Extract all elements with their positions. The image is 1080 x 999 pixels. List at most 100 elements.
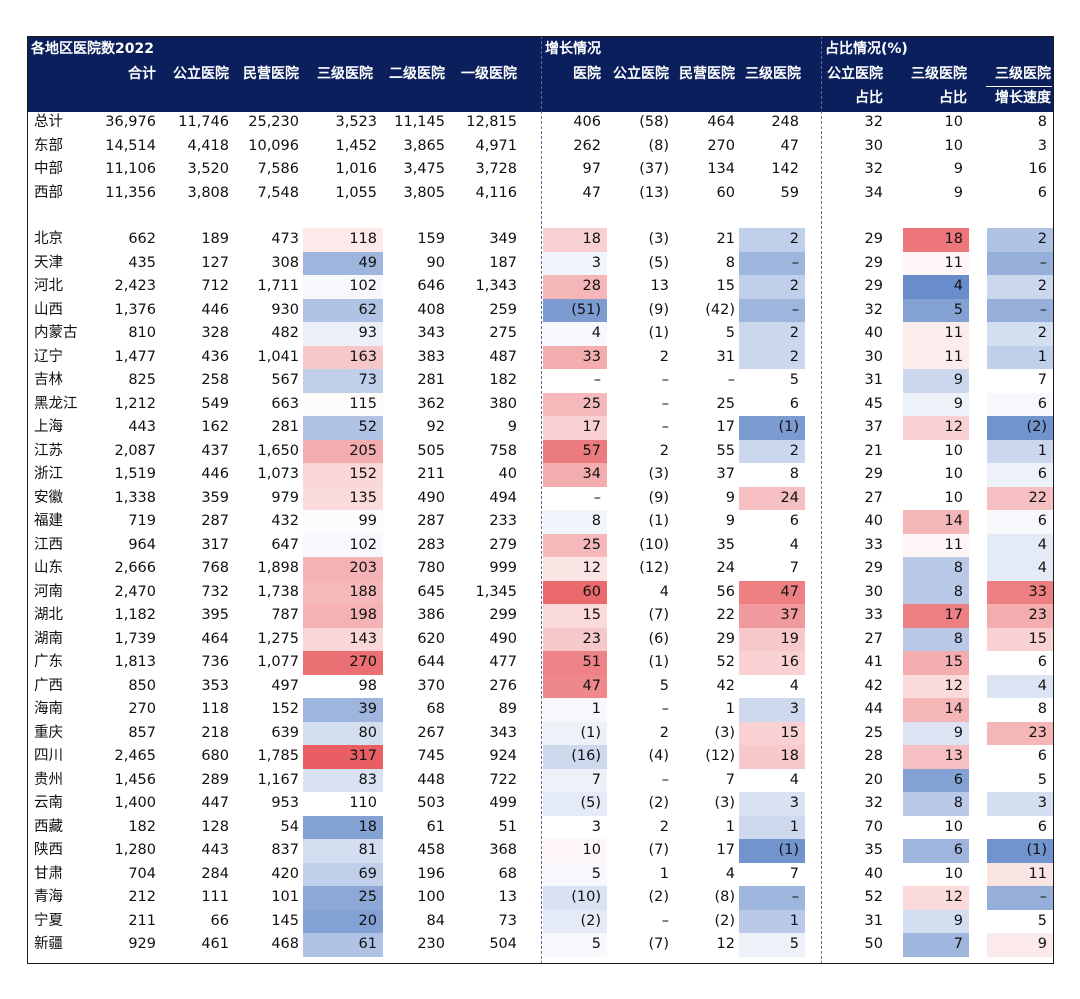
cell-g_hosp: 17: [582, 419, 601, 435]
cell-tier2: 620: [417, 630, 445, 647]
heat-cell-r_tier3g: [987, 604, 1053, 628]
cell-total: 662: [128, 231, 156, 247]
cell-g_tier3: 142: [771, 161, 799, 177]
heat-cell-g_hosp: [543, 345, 607, 369]
cell-g_private: 15: [716, 278, 735, 294]
cell-g_tier3: 47: [780, 137, 799, 154]
cell-r_tier3g: 3: [1037, 795, 1047, 811]
column-header-tier3: 三级医院: [317, 66, 373, 82]
heat-cell-tier3: [303, 768, 383, 792]
cell-private: 787: [271, 607, 299, 623]
cell-tier3: 62: [358, 301, 377, 318]
cell-r_tier3: 8: [953, 795, 963, 811]
cell-tier3: 110: [349, 795, 377, 811]
table-title: 各地区医院数2022: [31, 41, 154, 57]
heat-cell-g_hosp: [543, 698, 607, 722]
cell-g_public: 1: [659, 865, 669, 882]
cell-tier3: 73: [358, 372, 377, 388]
region-name: 东部: [34, 137, 63, 154]
cell-tier1: 999: [489, 560, 517, 576]
heat-cell-r_tier3: [903, 510, 969, 534]
heat-cell-r_tier3: [903, 698, 969, 722]
cell-g_hosp: 25: [582, 536, 601, 553]
heat-cell-r_tier3: [903, 768, 969, 792]
cell-g_hosp: 262: [573, 137, 601, 154]
cell-r_public: 40: [864, 865, 883, 882]
heat-cell-g_hosp: [543, 674, 607, 698]
cell-public: 549: [201, 395, 229, 412]
heat-cell-r_tier3g: [987, 580, 1053, 604]
cell-g_public: (37): [639, 161, 669, 177]
cell-r_tier3: 10: [944, 489, 963, 506]
cell-tier3: 152: [349, 466, 377, 482]
cell-g_private: (12): [705, 748, 735, 764]
cell-total: 270: [128, 701, 156, 717]
heat-cell-g_hosp: [543, 251, 607, 275]
cell-r_tier3g: 6: [1037, 466, 1047, 482]
region-name: 吉林: [34, 372, 63, 388]
cell-g_tier3: 2: [789, 325, 799, 341]
cell-g_hosp: 12: [582, 560, 601, 576]
cell-g_private: 12: [716, 936, 735, 952]
cell-g_hosp: (2): [580, 912, 601, 929]
cell-g_private: (42): [705, 301, 735, 318]
cell-tier1: 13: [498, 889, 517, 905]
cell-tier2: 644: [417, 654, 445, 670]
heat-cell-g_hosp: [543, 768, 607, 792]
cell-tier3: 115: [349, 395, 377, 412]
cell-r_tier3g: (1): [1026, 842, 1047, 858]
heat-cell-r_tier3g: [987, 792, 1053, 816]
cell-r_tier3: 13: [944, 748, 963, 764]
heat-cell-g_tier3: [739, 486, 805, 510]
cell-tier3: 270: [349, 654, 377, 670]
column-subheader-r_tier3: 占比: [939, 90, 967, 106]
cell-g_tier3: 2: [789, 442, 799, 459]
cell-g_tier3: 24: [780, 489, 799, 506]
cell-r_tier3g: 6: [1037, 748, 1047, 764]
cell-r_tier3g: 6: [1037, 654, 1047, 670]
cell-tier3: 20: [358, 912, 377, 929]
cell-g_public: (9): [648, 301, 669, 318]
heat-cell-g_hosp: [543, 557, 607, 581]
cell-total: 810: [128, 325, 156, 341]
cell-private: 281: [271, 419, 299, 435]
cell-total: 11,356: [105, 184, 156, 201]
cell-tier1: 722: [489, 771, 517, 788]
cell-tier2: 780: [417, 560, 445, 576]
cell-total: 443: [128, 419, 156, 435]
cell-public: 359: [201, 489, 229, 506]
cell-tier1: 182: [489, 372, 517, 388]
cell-total: 1,739: [114, 630, 156, 647]
cell-g_public: (58): [639, 114, 669, 130]
cell-g_public: 5: [659, 677, 669, 694]
cell-r_tier3: 14: [944, 513, 963, 529]
cell-g_hosp: 60: [582, 583, 601, 600]
heat-cell-g_tier3: [739, 651, 805, 675]
cell-r_public: 32: [864, 161, 883, 177]
cell-r_tier3: 10: [944, 818, 963, 835]
heat-cell-g_hosp: [543, 745, 607, 769]
heat-cell-g_hosp: [543, 792, 607, 816]
cell-r_tier3: 10: [944, 466, 963, 482]
heat-cell-g_hosp: [543, 298, 607, 322]
cell-r_tier3g: 9: [1037, 936, 1047, 952]
heat-cell-g_tier3: [739, 298, 805, 322]
heat-cell-g_tier3: [739, 909, 805, 933]
growth-divider: [541, 36, 542, 964]
cell-tier3: 81: [358, 842, 377, 858]
cell-r_tier3g: 4: [1037, 536, 1047, 553]
column-header-r_tier3: 三级医院: [911, 66, 967, 82]
heat-cell-tier3: [303, 815, 383, 839]
heat-cell-r_tier3g: [987, 322, 1053, 346]
cell-r_tier3: 12: [944, 419, 963, 435]
heat-cell-r_tier3: [903, 369, 969, 393]
cell-public: 284: [201, 865, 229, 882]
cell-tier2: 230: [417, 936, 445, 952]
cell-g_hosp: 34: [582, 466, 601, 482]
cell-tier3: 80: [358, 724, 377, 741]
cell-r_tier3: 10: [944, 865, 963, 882]
cell-g_public: (2): [648, 889, 669, 905]
cell-private: 482: [271, 325, 299, 341]
cell-g_private: 9: [725, 489, 735, 506]
cell-tier3: 205: [349, 442, 377, 459]
